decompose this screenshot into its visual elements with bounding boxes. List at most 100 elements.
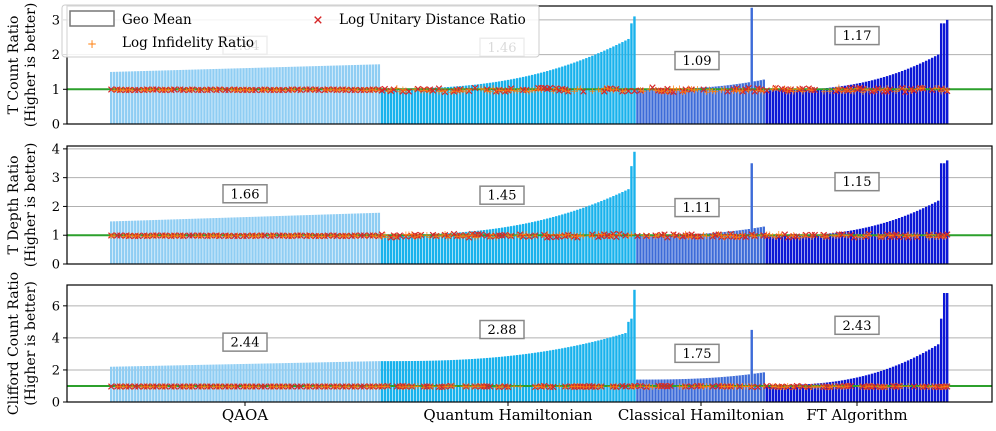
bar: [579, 208, 582, 264]
bar: [368, 213, 372, 264]
bar: [317, 362, 320, 402]
bar: [350, 213, 353, 264]
infidelity-marker: +: [273, 383, 281, 393]
unitary-marker: ×: [239, 380, 248, 393]
bar: [897, 364, 901, 402]
bar: [197, 364, 200, 402]
unitary-marker: ×: [242, 229, 251, 242]
bar: [488, 229, 492, 264]
unitary-marker: ×: [636, 84, 645, 97]
unitary-marker: ×: [654, 84, 663, 97]
infidelity-marker: +: [757, 231, 765, 241]
bar: [582, 344, 585, 402]
infidelity-marker: +: [565, 230, 573, 240]
bar: [203, 364, 206, 402]
unitary-marker: ×: [687, 83, 696, 96]
bar: [494, 357, 498, 402]
infidelity-marker: +: [610, 382, 618, 392]
bar: [771, 90, 774, 124]
bar: [461, 232, 465, 264]
bar: [290, 66, 293, 124]
infidelity-marker: +: [435, 382, 443, 392]
bar: [633, 289, 636, 402]
x-category-labels: QAOA Quantum Hamiltonian Classical Hamil…: [222, 406, 908, 424]
bar: [795, 235, 799, 264]
bar: [945, 293, 949, 402]
bar: [497, 81, 501, 124]
bar: [852, 378, 856, 402]
unitary-marker: ×: [410, 229, 419, 242]
infidelity-marker: +: [171, 382, 179, 392]
infidelity-marker: +: [703, 88, 711, 98]
bar: [924, 351, 928, 402]
bar: [200, 69, 203, 124]
infidelity-marker: +: [495, 86, 503, 96]
infidelity-marker: +: [141, 232, 149, 242]
bar: [350, 361, 353, 402]
bar: [636, 379, 639, 402]
bar: [467, 231, 471, 264]
infidelity-marker: +: [480, 382, 488, 392]
bar: [912, 357, 916, 402]
infidelity-marker: +: [231, 86, 239, 96]
unitary-marker: ×: [356, 83, 365, 96]
infidelity-marker: +: [186, 383, 194, 393]
bar: [708, 377, 711, 402]
bar: [488, 82, 492, 124]
infidelity-marker: +: [781, 84, 789, 94]
bar: [873, 225, 877, 264]
bar: [506, 356, 510, 402]
unitary-marker: ×: [161, 83, 170, 96]
bar: [543, 351, 546, 402]
bar: [173, 219, 176, 264]
bar: [371, 64, 375, 124]
infidelity-marker: +: [787, 232, 795, 242]
infidelity-marker: +: [131, 232, 139, 242]
bar: [185, 218, 188, 264]
bar: [341, 213, 344, 264]
unitary-marker: ×: [894, 380, 903, 393]
bar: [404, 234, 408, 264]
bar: [696, 233, 699, 264]
unitary-marker: ×: [470, 380, 479, 393]
infidelity-marker: +: [814, 383, 822, 393]
unitary-marker: ×: [940, 380, 949, 393]
infidelity-marker: +: [525, 232, 533, 242]
infidelity-marker: +: [799, 231, 807, 241]
unitary-marker: ×: [359, 83, 368, 96]
bar: [215, 68, 218, 124]
bar: [696, 87, 699, 124]
infidelity-marker: +: [871, 87, 879, 97]
y-axis-label: (Higher is better): [23, 281, 39, 406]
infidelity-marker: +: [616, 230, 624, 240]
infidelity-marker: +: [465, 231, 473, 241]
bar: [410, 88, 414, 124]
infidelity-marker: +: [255, 382, 263, 392]
unitary-marker: ×: [900, 229, 909, 242]
bar: [170, 219, 173, 264]
unitary-marker: ×: [897, 82, 906, 95]
bar: [612, 336, 615, 402]
bar: [230, 68, 233, 124]
infidelity-marker: +: [128, 86, 136, 96]
bar: [594, 203, 597, 264]
unitary-marker: ×: [212, 380, 221, 393]
infidelity-marker: +: [309, 232, 317, 242]
bar: [834, 232, 838, 264]
infidelity-marker: +: [808, 383, 816, 393]
bar: [194, 69, 197, 124]
bar: [248, 67, 251, 124]
bar: [281, 67, 284, 124]
bar: [434, 360, 438, 402]
bar: [416, 88, 420, 124]
bar: [491, 357, 495, 402]
infidelity-marker: +: [510, 87, 518, 97]
unitary-marker: ×: [323, 83, 332, 96]
bar: [741, 83, 744, 124]
bar: [660, 235, 663, 264]
infidelity-marker: +: [670, 231, 678, 241]
bar: [555, 68, 558, 124]
unitary-marker: ×: [750, 85, 759, 98]
infidelity-marker: +: [402, 230, 410, 240]
